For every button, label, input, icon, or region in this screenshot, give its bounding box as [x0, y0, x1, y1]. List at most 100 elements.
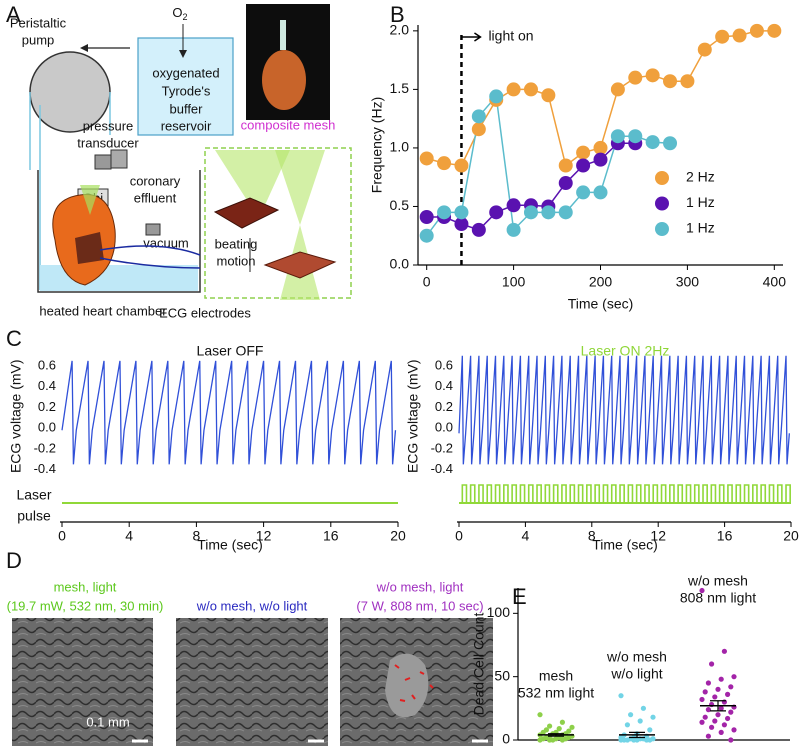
reservoir — [137, 37, 234, 136]
data-point — [705, 707, 712, 713]
label: ECG electrodes — [159, 305, 251, 320]
x-tick-label: 8 — [193, 528, 201, 544]
x-tick-label: 4 — [522, 528, 530, 544]
data-point — [715, 712, 721, 718]
data-point — [637, 718, 643, 724]
data-point — [697, 42, 712, 57]
chamber — [37, 170, 201, 293]
y-tick-label: 2.0 — [390, 22, 410, 38]
data-point — [618, 737, 624, 743]
data-point — [419, 228, 434, 243]
data-point — [725, 715, 731, 722]
y-tick-label: 1.0 — [390, 139, 410, 155]
y-tick-label: -0.2 — [431, 440, 453, 455]
y-tick-label: 0.0 — [38, 420, 56, 435]
x-tick-label: 20 — [390, 528, 406, 544]
legend-marker — [655, 196, 669, 211]
chart-title: Laser ON 2Hz — [581, 343, 670, 359]
y-tick-label: 0.4 — [38, 378, 56, 393]
y-tick-label: 0.4 — [435, 378, 453, 393]
data-point — [728, 684, 734, 690]
laser-pulse — [552, 484, 559, 503]
laser-pulse — [752, 484, 758, 503]
data-point — [437, 205, 452, 220]
laser-pulse — [776, 484, 783, 503]
label: pump — [22, 32, 55, 47]
data-point — [731, 674, 737, 680]
data-point — [471, 122, 486, 137]
chart-title: Laser OFF — [197, 343, 264, 359]
data-point — [702, 689, 708, 695]
data-point — [628, 712, 634, 718]
x-tick-label: 20 — [783, 528, 799, 544]
y-tick-label: 0.2 — [38, 399, 56, 414]
data-point — [558, 158, 573, 173]
x-tick-label: 4 — [125, 528, 133, 544]
error-bar — [629, 731, 645, 739]
y-tick-label: 0.6 — [435, 358, 453, 373]
image-label: (19.7 mW, 532 nm, 30 min) — [7, 598, 164, 613]
data-point — [419, 151, 434, 166]
data-point — [624, 722, 631, 728]
laser-pulse — [710, 484, 717, 503]
data-point — [718, 705, 724, 711]
x-tick-label: 8 — [588, 528, 596, 544]
image-label: w/o mesh, light — [376, 579, 464, 594]
image-label: mesh, light — [54, 579, 117, 594]
laser-pulse — [461, 484, 468, 503]
micrograph — [12, 618, 153, 746]
laser-pulse — [768, 484, 775, 503]
laser-pulse — [610, 484, 617, 503]
ecg-trace — [61, 360, 397, 465]
light-cone — [80, 185, 100, 215]
data-point — [523, 82, 538, 97]
mesh — [263, 251, 337, 279]
data-point — [731, 727, 737, 733]
data-point — [718, 729, 724, 736]
data-point — [569, 724, 575, 730]
data-point — [593, 185, 608, 200]
x-tick-label: 0 — [58, 528, 66, 544]
data-point — [767, 23, 782, 38]
data-point — [576, 185, 591, 200]
data-point — [454, 158, 469, 173]
data-point — [558, 176, 573, 191]
data-point — [454, 217, 469, 232]
laser-pulse — [536, 484, 542, 503]
laser-pulse — [644, 484, 650, 503]
laser-pulse — [693, 484, 700, 503]
image-label: (7 W, 808 nm, 10 sec) — [356, 598, 483, 613]
data-point — [593, 152, 608, 167]
laser-pulse — [561, 484, 567, 503]
x-tick-label: 300 — [676, 274, 700, 290]
label: effluent — [134, 190, 177, 205]
laser-pulse — [685, 484, 692, 503]
y-tick-label: -0.2 — [34, 440, 56, 455]
arrowhead — [80, 44, 88, 52]
data-point — [663, 136, 678, 151]
pulse-label: Laser — [16, 487, 51, 503]
data-point — [628, 129, 643, 144]
data-point — [644, 737, 650, 743]
laser-pulse — [660, 484, 667, 503]
y-tick-label: 50 — [494, 667, 510, 683]
group-label: 808 nm light — [680, 590, 756, 606]
data-point — [712, 718, 718, 724]
axis-label: Dead Cell Count — [471, 613, 487, 716]
laser-pulse — [627, 484, 634, 503]
data-point — [699, 587, 705, 594]
laser-pulse — [494, 484, 501, 503]
data-point — [618, 693, 624, 699]
data-point — [489, 205, 504, 220]
data-point — [547, 723, 553, 729]
x-tick-label: 0 — [455, 528, 463, 544]
data-point — [537, 737, 543, 743]
y-tick-label: 0.6 — [38, 358, 56, 373]
panel-letter: D — [6, 548, 22, 573]
data-point — [541, 205, 556, 220]
data-point — [489, 89, 504, 104]
x-tick-label: 200 — [589, 274, 613, 290]
panel-letter: B — [390, 2, 405, 27]
heart-photo — [280, 20, 286, 50]
data-point — [576, 158, 591, 173]
